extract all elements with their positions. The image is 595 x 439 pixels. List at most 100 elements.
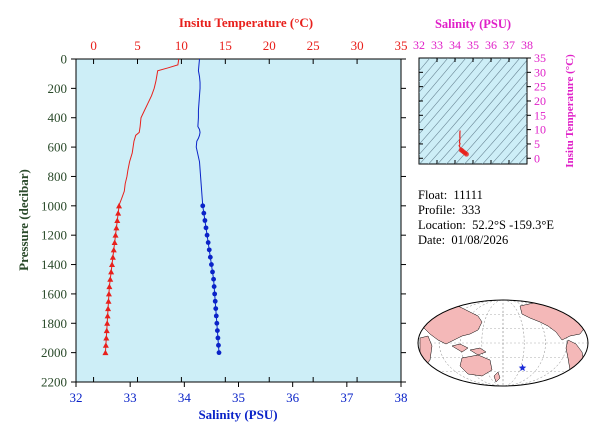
salinity-marker [201, 210, 207, 216]
pressure-tick-label: 600 [48, 140, 68, 155]
salinity-marker [200, 203, 206, 209]
salinity-marker [203, 225, 209, 231]
temperature-marker [111, 239, 118, 246]
salinity-marker [216, 350, 222, 356]
density-contour [428, 58, 521, 164]
temperature-marker [104, 320, 111, 326]
pressure-tick-label: 1400 [41, 257, 67, 272]
salinity-marker [214, 328, 220, 334]
ts-temperature-tick-label: 5 [534, 137, 540, 151]
ts-salinity-tick-label: 36 [485, 38, 497, 52]
pressure-tick-label: 2200 [41, 375, 67, 390]
location-label: Location: [418, 218, 466, 232]
float-value: 11111 [453, 188, 483, 202]
profile-plot: Insitu Temperature (°C) Salinity (PSU) P… [16, 15, 408, 422]
pressure-tick-label: 400 [48, 110, 68, 125]
location-value: 52.2°S -159.3°E [472, 218, 555, 232]
density-contour [419, 58, 467, 114]
ts-temperature-tick-label: 30 [534, 65, 546, 79]
profile-row: Profile: 333 [418, 203, 554, 218]
date-row: Date: 01/08/2026 [418, 233, 554, 248]
salinity-marker [202, 218, 208, 223]
density-contour [500, 133, 527, 164]
ts-temperature-tick-label: 0 [534, 151, 540, 165]
ts-salinity-tick-label: 33 [431, 38, 443, 52]
pressure-tick-label: 1600 [41, 286, 67, 301]
temperature-axis: 0 5 10 15 20 25 30 35 [90, 38, 408, 382]
salinity-marker [211, 284, 217, 289]
density-contour [419, 58, 476, 125]
profile-value: 333 [461, 203, 481, 217]
temperature-marker [113, 224, 120, 231]
density-contour [419, 58, 494, 145]
ts-series [458, 130, 469, 157]
ts-marker [464, 151, 469, 157]
density-contour [419, 58, 503, 156]
temperature-marker [110, 246, 117, 253]
temperature-tick-label: 25 [307, 38, 320, 53]
pressure-tick-label: 800 [48, 169, 68, 184]
density-contour [518, 154, 527, 164]
salinity-tick-label: 33 [124, 390, 137, 405]
location-row: Location: 52.2°S -159.3°E [418, 218, 554, 233]
salinity-marker [213, 306, 219, 311]
pressure-tick-label: 1800 [41, 316, 67, 331]
salinity-tick-label: 38 [395, 390, 408, 405]
ts-plot-area [418, 57, 528, 165]
float-info: Float: 11111 Profile: 333 Location: 52.2… [418, 188, 554, 248]
temperature-tick-label: 0 [90, 38, 97, 53]
ts-temperature-tick-label: 10 [534, 123, 546, 137]
date-value: 01/08/2026 [451, 233, 509, 247]
temperature-marker [105, 290, 112, 297]
ts-diagram: Salinity (PSU) Insitu Temperature (°C) 3… [413, 17, 576, 168]
salinity-tick-label: 34 [178, 390, 192, 405]
temperature-series [102, 58, 180, 356]
ts-temperature-tick-label: 15 [534, 108, 546, 122]
salinity-tick-label: 36 [286, 390, 300, 405]
temperature-marker [114, 217, 121, 223]
map-meridian [502, 300, 504, 386]
salinity-tick-label: 35 [232, 390, 245, 405]
float-row: Float: 11111 [418, 188, 554, 203]
density-contour [482, 112, 527, 164]
temperature-marker [102, 349, 109, 356]
temperature-marker [106, 283, 113, 290]
map-outline [417, 299, 589, 387]
pressure-tick-label: 2000 [41, 345, 67, 360]
temperature-marker [109, 261, 116, 268]
ts-salinity-axis-title: Salinity (PSU) [435, 17, 511, 31]
pressure-tick-label: 200 [48, 81, 68, 96]
temperature-marker [108, 268, 115, 275]
pressure-axis: 0 200 400 600 800 1000 1200 1400 1600 1800 2000 220… [41, 52, 406, 390]
map-meridian [439, 300, 567, 386]
temperature-marker [103, 327, 110, 334]
salinity-series [195, 58, 222, 356]
density-contour [437, 59, 527, 164]
temperature-tick-label: 15 [219, 38, 232, 53]
salinity-marker [214, 320, 220, 326]
density-contour [464, 91, 527, 164]
temperature-tick-label: 20 [263, 38, 276, 53]
salinity-marker [213, 313, 219, 319]
salinity-marker [211, 276, 216, 282]
temperature-marker [103, 334, 110, 341]
date-label: Date: [418, 233, 446, 247]
salinity-tick-label: 37 [340, 390, 354, 405]
ts-temperature-tick-label: 20 [534, 94, 546, 108]
density-contour [446, 70, 527, 164]
temperature-marker [112, 232, 119, 238]
density-contour [419, 58, 485, 135]
ts-salinity-tick-label: 38 [521, 38, 533, 52]
temperature-tick-label: 30 [351, 38, 364, 53]
density-contour [419, 58, 512, 164]
salinity-tick-label: 32 [70, 390, 83, 405]
salinity-marker [205, 240, 211, 245]
salinity-axis: 32 33 34 35 36 37 38 [70, 382, 408, 405]
salinity-marker [212, 291, 218, 297]
temperature-tick-label: 5 [134, 38, 141, 53]
profile-plot-area [75, 58, 402, 383]
temperature-marker [104, 312, 111, 319]
temperature-marker [116, 202, 123, 209]
